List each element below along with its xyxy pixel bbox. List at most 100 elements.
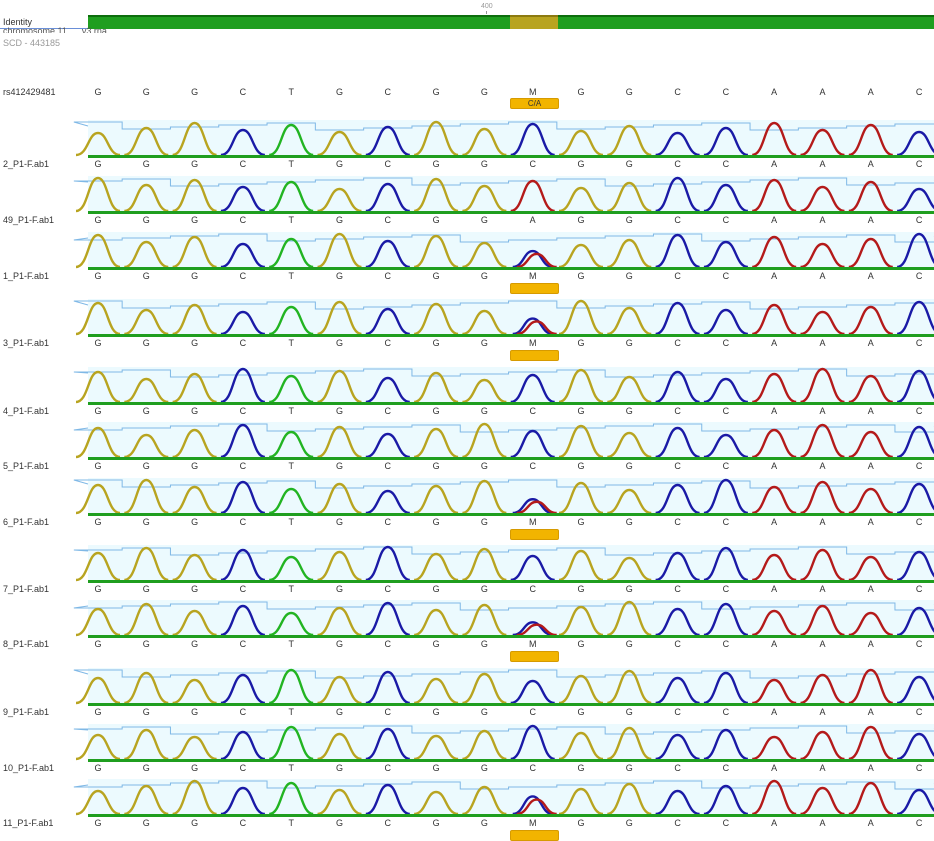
base-call: G bbox=[142, 584, 150, 594]
base-call: A bbox=[819, 584, 826, 594]
base-call: C bbox=[674, 584, 681, 594]
base-call: G bbox=[335, 159, 343, 169]
base-call: G bbox=[335, 584, 343, 594]
base-call: G bbox=[480, 461, 488, 471]
base-call: G bbox=[94, 461, 102, 471]
track-name[interactable]: 8_P1-F.ab1 bbox=[3, 639, 50, 649]
base-call: G bbox=[191, 461, 199, 471]
base-call: G bbox=[625, 159, 633, 169]
base-call: C bbox=[529, 406, 536, 416]
track-name[interactable]: 49_P1-F.ab1 bbox=[3, 215, 55, 225]
base-call: G bbox=[94, 159, 102, 169]
base-call: G bbox=[625, 338, 633, 348]
base-call: A bbox=[867, 763, 874, 773]
base-call: T bbox=[288, 338, 294, 348]
base-call: A bbox=[867, 818, 874, 828]
base-call: G bbox=[94, 639, 102, 649]
track-name[interactable]: 11_P1-F.ab1 bbox=[3, 818, 54, 828]
variant-base: G bbox=[625, 87, 633, 97]
base-call: G bbox=[94, 584, 102, 594]
reference-subtitle: SCD - 443185 bbox=[3, 38, 61, 48]
base-call: A bbox=[771, 818, 778, 828]
trace-background bbox=[88, 724, 934, 759]
base-call: C bbox=[529, 461, 536, 471]
base-call: C bbox=[915, 707, 923, 717]
trace-background bbox=[88, 779, 934, 814]
ruler-label: 400 bbox=[481, 3, 493, 10]
variant-id[interactable]: rs412429481 bbox=[3, 87, 56, 97]
base-call: C bbox=[384, 818, 392, 828]
het-call-badge[interactable] bbox=[510, 350, 559, 361]
het-call-badge[interactable] bbox=[510, 283, 559, 294]
base-call: G bbox=[335, 639, 343, 649]
trace-baseline bbox=[88, 703, 934, 706]
variant-allele-badge[interactable]: C/A bbox=[510, 98, 559, 109]
track-name[interactable]: 1_P1-F.ab1 bbox=[3, 271, 50, 281]
track-name[interactable]: 10_P1-F.ab1 bbox=[3, 763, 55, 773]
base-call: G bbox=[335, 763, 343, 773]
base-call: G bbox=[480, 818, 488, 828]
base-call: A bbox=[771, 517, 778, 527]
het-call-badge[interactable] bbox=[510, 651, 559, 662]
base-call: G bbox=[335, 271, 343, 281]
het-call-badge[interactable] bbox=[510, 830, 559, 841]
base-call: G bbox=[577, 406, 585, 416]
base-call: C bbox=[915, 215, 923, 225]
base-call: A bbox=[819, 707, 826, 717]
base-call: C bbox=[239, 338, 247, 348]
base-call: G bbox=[94, 517, 102, 527]
base-call: G bbox=[191, 159, 199, 169]
base-call: G bbox=[191, 406, 199, 416]
identity-bar-mismatch bbox=[510, 15, 558, 29]
base-call: A bbox=[867, 406, 874, 416]
track-name[interactable]: 2_P1-F.ab1 bbox=[3, 159, 50, 169]
base-call: C bbox=[674, 159, 681, 169]
base-call: C bbox=[239, 517, 247, 527]
base-call: C bbox=[529, 763, 536, 773]
variant-base: A bbox=[867, 87, 874, 97]
base-call: M bbox=[528, 338, 537, 348]
base-call: A bbox=[867, 338, 874, 348]
base-call: A bbox=[771, 461, 778, 471]
het-call-badge[interactable] bbox=[510, 529, 559, 540]
base-call: C bbox=[915, 406, 923, 416]
base-call: G bbox=[142, 517, 150, 527]
base-call: C bbox=[384, 215, 392, 225]
track-name[interactable]: 9_P1-F.ab1 bbox=[3, 707, 50, 717]
variant-base: C bbox=[674, 87, 681, 97]
track-name[interactable]: 5_P1-F.ab1 bbox=[3, 461, 50, 471]
base-call: C bbox=[674, 215, 681, 225]
base-call: G bbox=[191, 818, 199, 828]
base-call: C bbox=[915, 271, 923, 281]
trace-background bbox=[88, 600, 934, 635]
track-name[interactable]: 4_P1-F.ab1 bbox=[3, 406, 50, 416]
base-call: G bbox=[480, 406, 488, 416]
base-call: G bbox=[625, 517, 633, 527]
base-call: A bbox=[867, 271, 874, 281]
trace-background bbox=[88, 545, 934, 580]
trace-baseline bbox=[88, 155, 934, 158]
trace-background bbox=[88, 299, 934, 334]
base-call: C bbox=[674, 338, 681, 348]
track-name[interactable]: 7_P1-F.ab1 bbox=[3, 584, 50, 594]
base-call: G bbox=[142, 215, 150, 225]
base-call: G bbox=[432, 707, 440, 717]
base-call: C bbox=[384, 707, 392, 717]
base-call: A bbox=[529, 215, 536, 225]
base-call: G bbox=[625, 406, 633, 416]
track-name[interactable]: 3_P1-F.ab1 bbox=[3, 338, 50, 348]
base-call: G bbox=[335, 707, 343, 717]
base-call: G bbox=[191, 763, 199, 773]
base-call: C bbox=[722, 338, 730, 348]
trace-background bbox=[88, 478, 934, 513]
trace-background bbox=[88, 422, 934, 457]
base-call: G bbox=[142, 707, 150, 717]
base-call: T bbox=[288, 215, 294, 225]
base-call: G bbox=[432, 338, 440, 348]
reference-name[interactable]: chromosome 11 ..._v3.rna bbox=[3, 26, 107, 33]
track-name[interactable]: 6_P1-F.ab1 bbox=[3, 517, 50, 527]
base-call: A bbox=[771, 707, 778, 717]
base-call: T bbox=[288, 461, 294, 471]
base-call: G bbox=[480, 584, 488, 594]
base-call: C bbox=[384, 338, 392, 348]
